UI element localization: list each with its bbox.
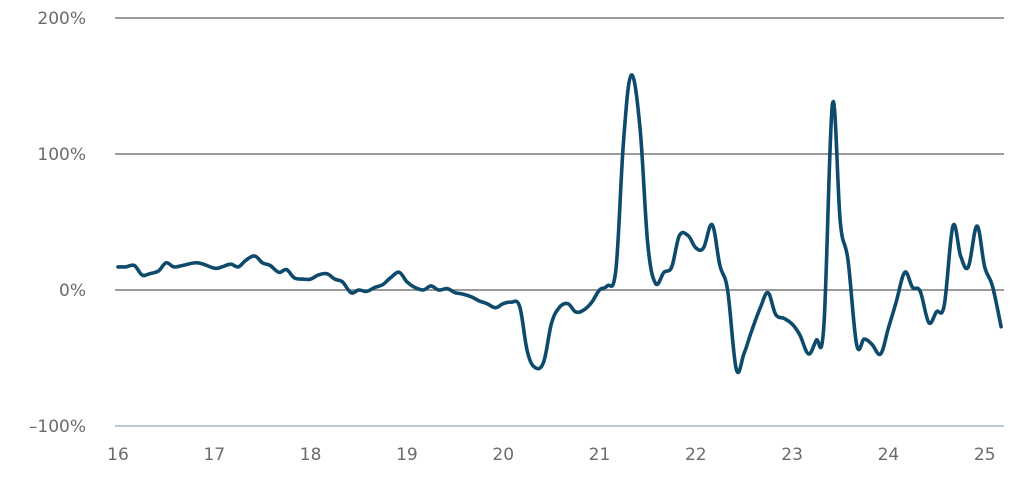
x-tick-label: 16	[107, 445, 129, 465]
series-layer	[116, 73, 1003, 375]
x-tick-label: 25	[974, 445, 996, 465]
gridlines	[115, 17, 1004, 427]
y-tick-label: 100%	[37, 145, 86, 165]
x-tick-label: 20	[492, 445, 514, 465]
y-tick-label: 200%	[37, 9, 86, 29]
x-tick-label: 21	[589, 445, 611, 465]
y-tick-label: –100%	[29, 417, 86, 437]
x-tick-label: 18	[300, 445, 322, 465]
series-line	[116, 73, 1003, 375]
x-tick-label: 24	[878, 445, 900, 465]
x-tick-label: 17	[203, 445, 225, 465]
y-tick-label: 0%	[59, 281, 86, 301]
x-axis-ticks: 16 17 18 19 20 21 22 23 24 25	[107, 445, 995, 465]
x-tick-label: 19	[396, 445, 418, 465]
x-tick-label: 22	[685, 445, 707, 465]
x-tick-label: 23	[781, 445, 803, 465]
y-axis-ticks: 200% 100% 0% –100%	[29, 9, 86, 437]
